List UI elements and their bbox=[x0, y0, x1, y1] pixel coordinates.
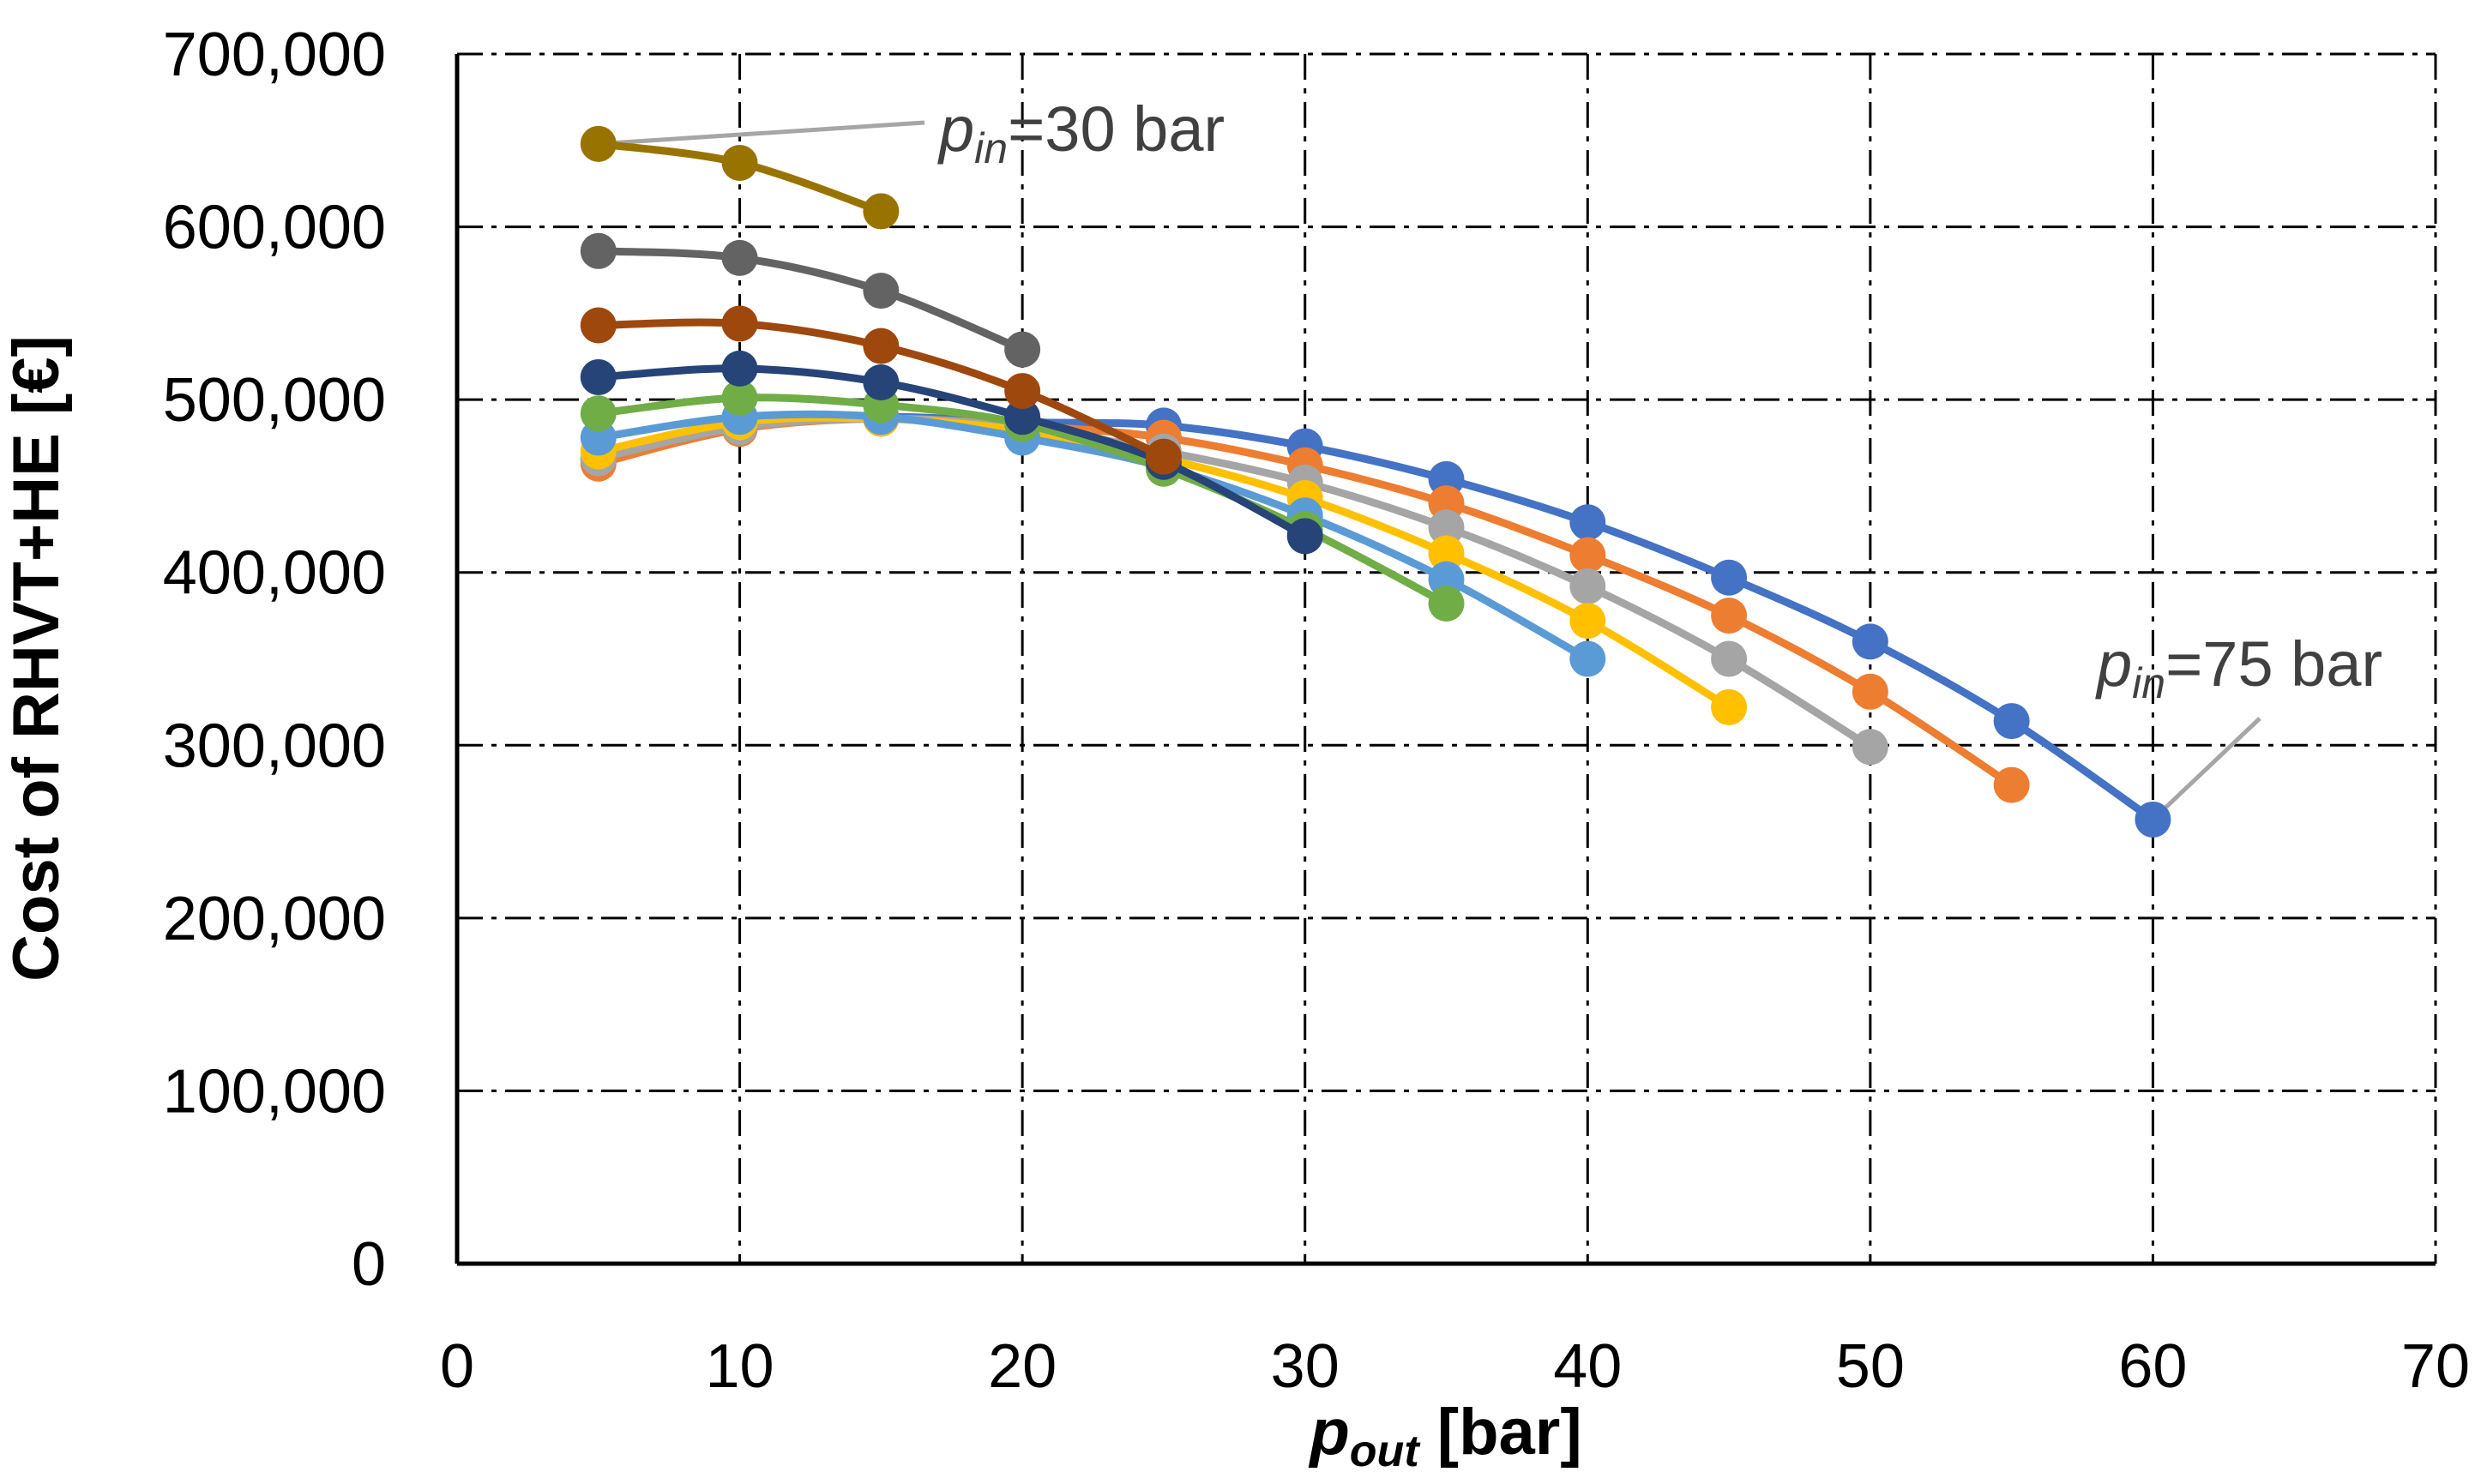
data-point bbox=[721, 305, 758, 342]
data-point bbox=[1711, 559, 1748, 596]
x-tick-label: 50 bbox=[1836, 1332, 1905, 1401]
x-tick-label: 20 bbox=[988, 1332, 1057, 1401]
data-point bbox=[721, 350, 758, 387]
data-point bbox=[863, 273, 900, 309]
series-line bbox=[594, 364, 1310, 540]
data-point bbox=[1993, 766, 2030, 803]
data-point bbox=[1569, 640, 1606, 677]
series-pin-65-bar bbox=[580, 400, 1888, 766]
plot-axes bbox=[455, 54, 2436, 1266]
annotation-pin-75-sub: in bbox=[2132, 659, 2165, 707]
annotation-leader-30 bbox=[598, 120, 925, 147]
series-pin-45-bar bbox=[580, 350, 1323, 555]
data-point bbox=[1711, 688, 1748, 725]
data-point bbox=[1852, 623, 1888, 660]
series-pin-75-bar bbox=[580, 399, 2171, 838]
data-point bbox=[1569, 537, 1606, 574]
data-point bbox=[1428, 585, 1465, 622]
x-tick-label: 0 bbox=[440, 1332, 474, 1401]
data-point bbox=[580, 307, 617, 344]
x-tick-label: 10 bbox=[706, 1332, 774, 1401]
x-axis-title-p: p bbox=[1308, 1396, 1349, 1469]
data-point bbox=[580, 232, 617, 269]
x-axis-title: pout [bar] bbox=[1308, 1396, 1581, 1476]
data-point bbox=[1852, 673, 1888, 710]
data-point bbox=[1569, 504, 1606, 541]
data-point bbox=[1993, 703, 2030, 740]
annotation-leader-75 bbox=[2151, 717, 2261, 821]
annotation-pin-75-p: p bbox=[2095, 628, 2132, 700]
data-point bbox=[1428, 535, 1465, 572]
annotation-pin-75: pin=75 bar bbox=[2095, 628, 2382, 707]
data-point bbox=[1711, 640, 1748, 677]
y-axis-title: Cost of RHVT+HE [€] bbox=[0, 335, 73, 982]
y-tick-label: 600,000 bbox=[163, 194, 386, 262]
data-point bbox=[1145, 438, 1182, 475]
data-point bbox=[1569, 603, 1606, 640]
data-point bbox=[863, 193, 900, 230]
x-tick-label: 30 bbox=[1271, 1332, 1340, 1401]
data-point bbox=[1569, 568, 1606, 604]
data-point bbox=[1004, 399, 1041, 436]
data-point bbox=[580, 125, 617, 162]
annotation-leaders bbox=[598, 120, 2261, 821]
x-tick-label: 60 bbox=[2118, 1332, 2187, 1401]
data-point bbox=[1004, 331, 1041, 368]
data-point bbox=[580, 358, 617, 395]
data-point bbox=[1711, 598, 1748, 634]
x-tick-label: 40 bbox=[1553, 1332, 1622, 1401]
series-line bbox=[594, 247, 1027, 354]
data-point bbox=[721, 144, 758, 181]
y-tick-labels: 0 100,000 200,000 300,000 400,000 500,000 600,… bbox=[163, 21, 386, 1299]
data-point bbox=[1852, 729, 1888, 766]
data-point bbox=[1004, 373, 1041, 410]
annotation-pin-30: pin=30 bar bbox=[937, 93, 1225, 172]
y-tick-label: 300,000 bbox=[163, 712, 386, 780]
data-point bbox=[580, 395, 617, 432]
series-pin-30-bar bbox=[580, 125, 900, 230]
annotation-pin-30-rest: =30 bar bbox=[1008, 93, 1225, 165]
x-tick-labels: 0 10 20 30 40 50 60 70 bbox=[440, 1332, 2470, 1401]
annotation-pin-30-p: p bbox=[937, 93, 974, 165]
annotation-pin-75-rest: =75 bar bbox=[2165, 628, 2382, 700]
series-line bbox=[594, 412, 2157, 824]
y-tick-label: 500,000 bbox=[163, 366, 386, 435]
x-axis-title-sub: out bbox=[1350, 1427, 1422, 1476]
data-point bbox=[1428, 509, 1465, 546]
series-pin-40-bar bbox=[580, 305, 1182, 475]
data-point bbox=[721, 380, 758, 417]
data-point bbox=[863, 363, 900, 400]
y-tick-label: 0 bbox=[352, 1230, 386, 1299]
data-point bbox=[1286, 518, 1323, 555]
y-tick-label: 700,000 bbox=[163, 21, 386, 89]
x-tick-label: 70 bbox=[2401, 1332, 2470, 1401]
data-series bbox=[580, 125, 2171, 838]
data-point bbox=[863, 327, 900, 364]
data-point bbox=[721, 239, 758, 276]
x-axis-title-unit: [bar] bbox=[1419, 1396, 1582, 1469]
y-tick-label: 200,000 bbox=[163, 885, 386, 953]
annotation-pin-30-sub: in bbox=[974, 124, 1008, 172]
grid-lines bbox=[457, 52, 2437, 1264]
series-pin-35-bar bbox=[580, 232, 1041, 368]
y-tick-label: 100,000 bbox=[163, 1057, 386, 1126]
data-point bbox=[2135, 801, 2171, 838]
y-tick-label: 400,000 bbox=[163, 539, 386, 608]
series-line bbox=[594, 414, 1875, 751]
